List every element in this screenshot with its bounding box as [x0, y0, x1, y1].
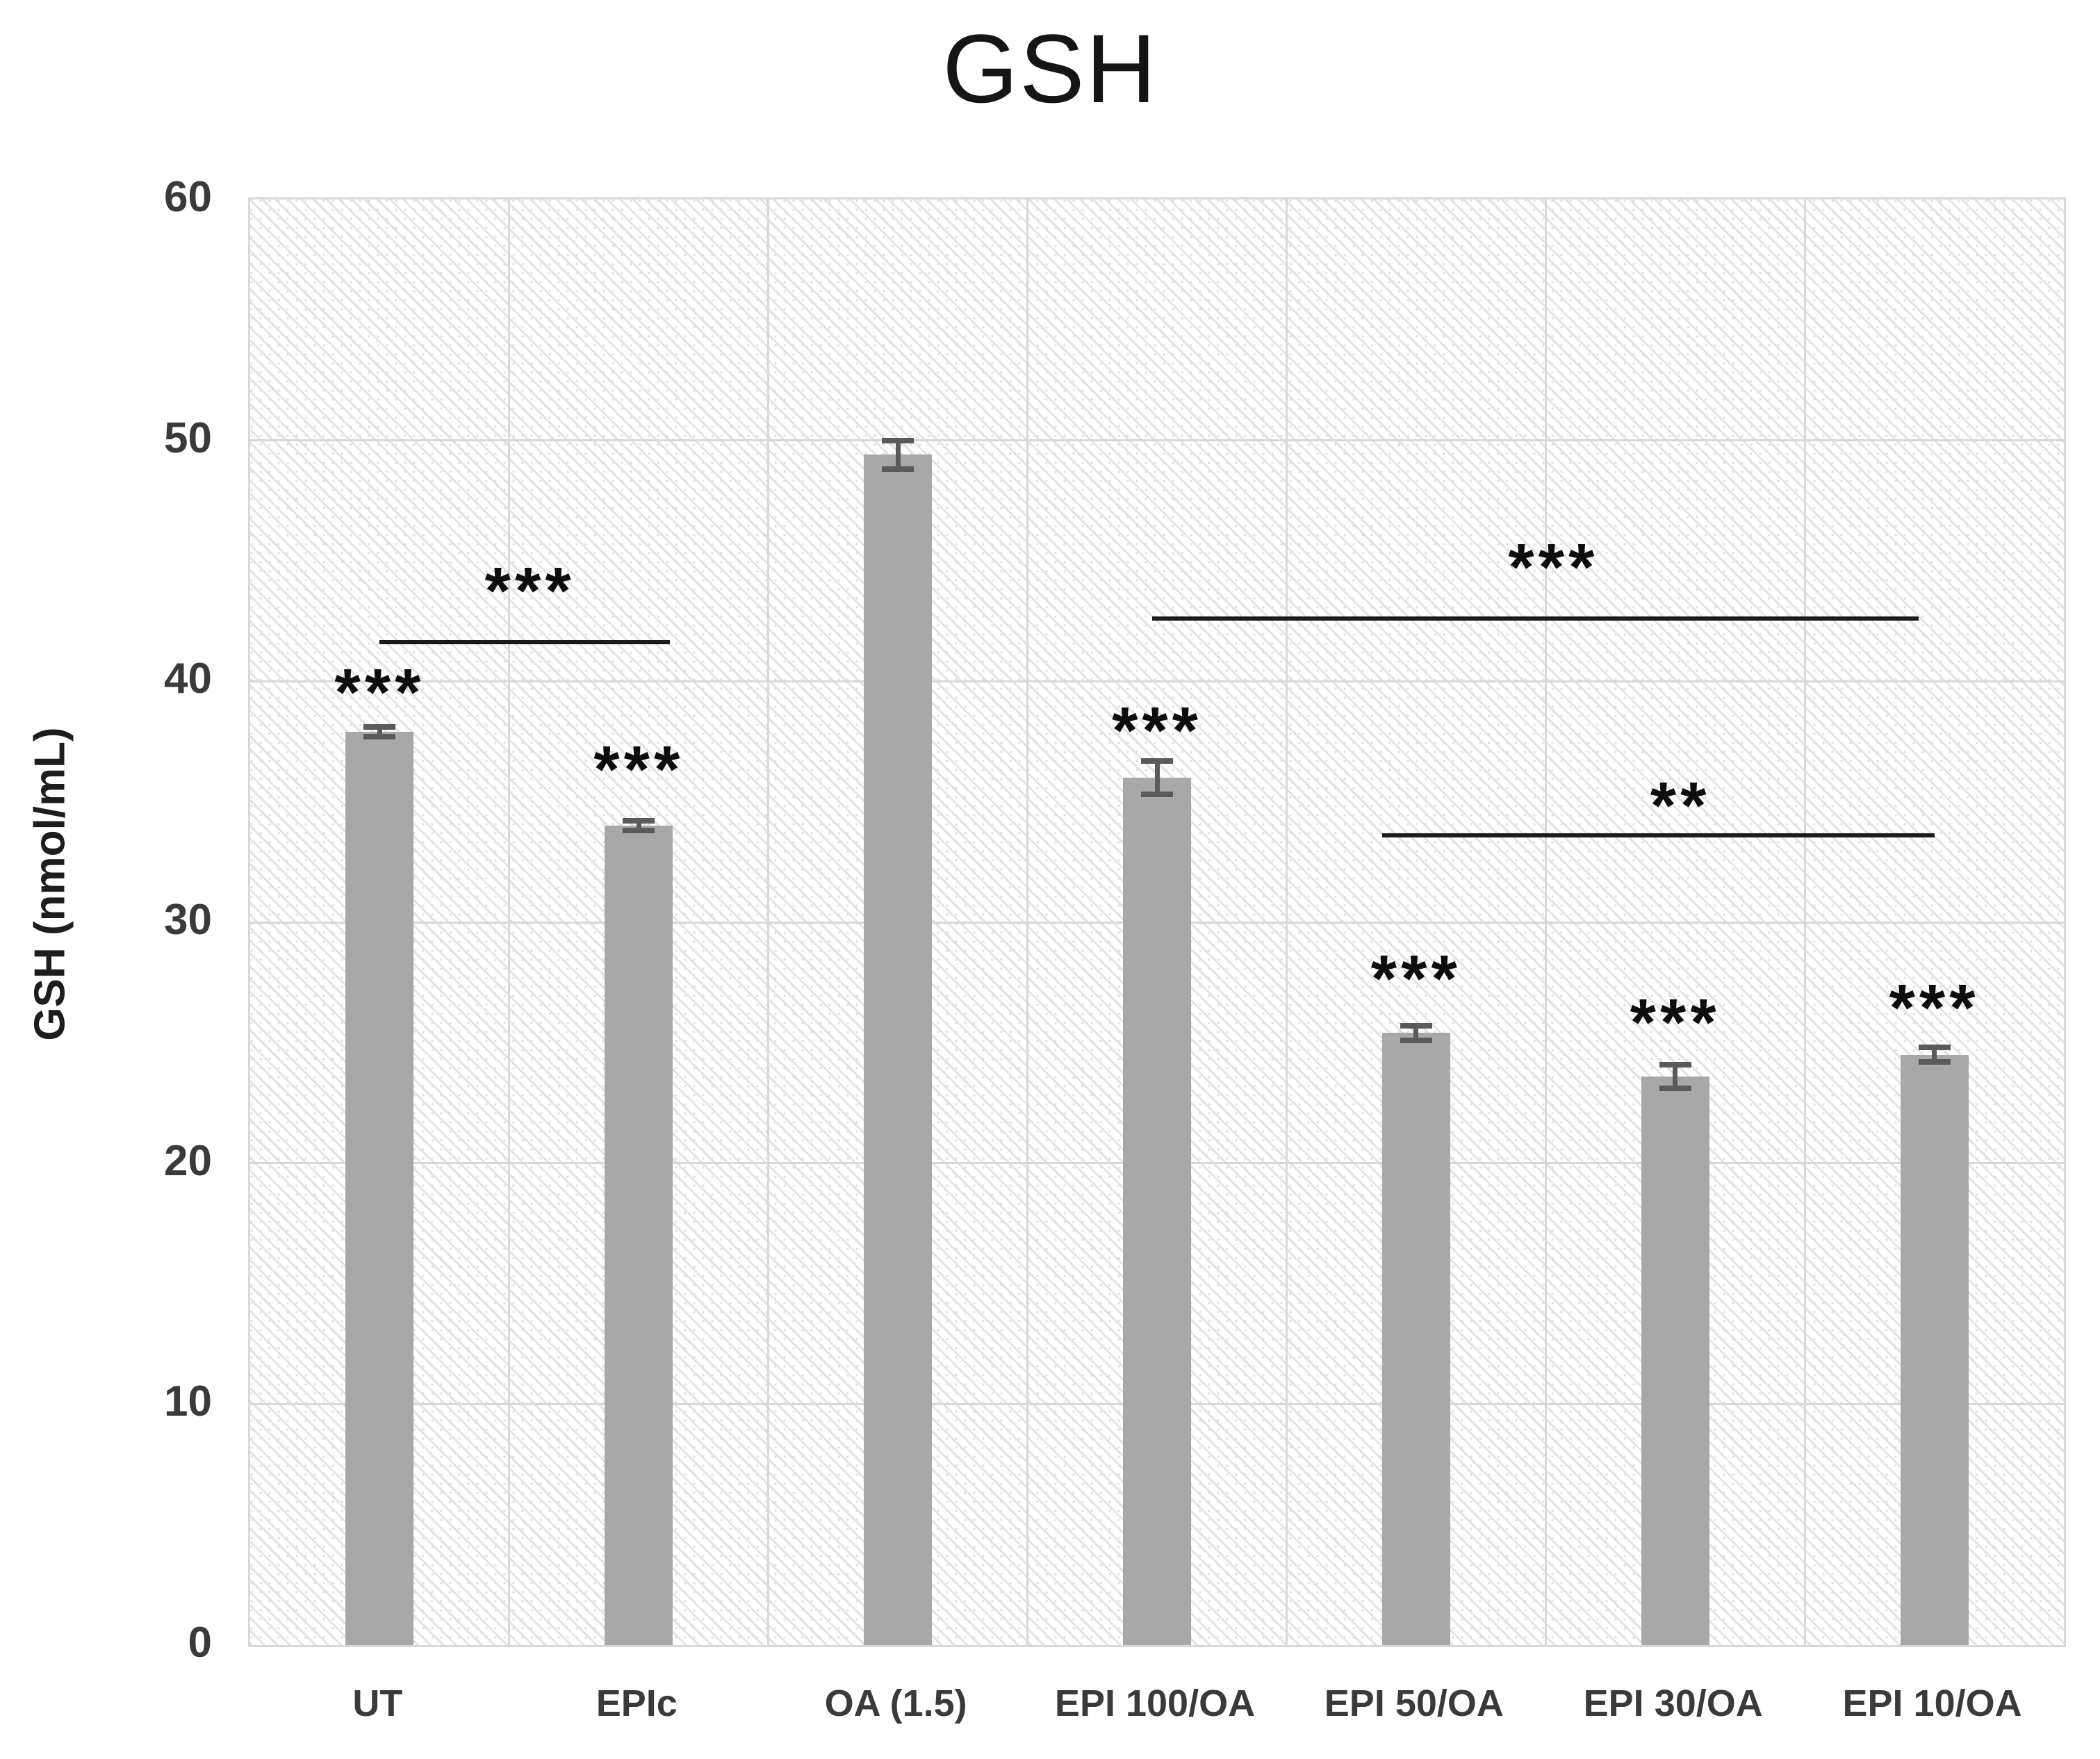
- significance-stars: ***: [593, 732, 684, 807]
- chart-title: GSH: [942, 14, 1158, 123]
- comparison-significance-stars: ***: [1508, 530, 1599, 605]
- error-bar-cap-bottom: [1141, 792, 1173, 798]
- error-bar-cap-bottom: [1400, 1037, 1432, 1043]
- bar-epi-50-oa: [1381, 1033, 1450, 1645]
- y-axis-tick-label: 40: [164, 655, 212, 703]
- y-axis-tick-label: 50: [164, 414, 212, 462]
- gridline-horizontal: [250, 680, 2064, 682]
- error-bar-line: [1673, 1064, 1678, 1089]
- significance-stars: ***: [1370, 942, 1461, 1017]
- comparison-significance-stars: **: [1650, 768, 1711, 843]
- bar-oa-1-5-: [864, 455, 933, 1645]
- y-axis-title: GSH (nmol/mL): [26, 727, 74, 1041]
- y-axis-tick-label: 0: [188, 1619, 212, 1667]
- error-bar-cap-bottom: [1659, 1086, 1691, 1092]
- gridline-vertical: [1803, 199, 1806, 1645]
- significance-stars: ***: [1111, 694, 1203, 769]
- x-axis-label: EPI 50/OA: [1324, 1683, 1504, 1724]
- error-bar-cap-top: [1400, 1023, 1432, 1029]
- significance-stars: ***: [334, 655, 425, 730]
- error-bar-cap-top: [623, 818, 655, 824]
- bar-ut: [345, 732, 414, 1645]
- bar-epi-30-oa: [1641, 1076, 1709, 1645]
- comparison-line: [1151, 616, 1919, 621]
- gridline-vertical: [1285, 199, 1288, 1645]
- x-axis-label: EPIc: [596, 1683, 678, 1724]
- x-axis-label: UT: [352, 1683, 403, 1724]
- gridline-vertical: [1544, 199, 1547, 1645]
- error-bar-cap-top: [882, 437, 914, 443]
- x-axis-label: EPI 100/OA: [1054, 1683, 1256, 1724]
- error-bar-cap-bottom: [1918, 1059, 1951, 1065]
- y-axis-tick-label: 60: [164, 173, 212, 221]
- error-bar-line: [1932, 1047, 1937, 1063]
- error-bar-line: [895, 440, 901, 470]
- x-axis-label: EPI 10/OA: [1842, 1683, 2022, 1724]
- x-axis-label: EPI 30/OA: [1583, 1683, 1763, 1724]
- error-bar-line: [377, 727, 382, 737]
- gridline-vertical: [508, 199, 511, 1645]
- significance-stars: ***: [1630, 985, 1721, 1060]
- bar-epic: [605, 826, 673, 1645]
- comparison-significance-stars: ***: [484, 554, 575, 629]
- y-axis-tick-label: 30: [164, 896, 212, 944]
- error-bar-cap-bottom: [882, 466, 914, 473]
- error-bar-cap-bottom: [363, 734, 396, 740]
- gridline-horizontal: [250, 439, 2064, 442]
- significance-stars: ***: [1889, 971, 1980, 1045]
- x-axis-label: OA (1.5): [824, 1683, 967, 1724]
- error-bar-cap-top: [1659, 1061, 1691, 1067]
- y-axis-tick-label: 20: [164, 1136, 212, 1185]
- y-axis-tick-label: 10: [164, 1377, 212, 1426]
- bar-epi-10-oa: [1900, 1054, 1969, 1645]
- plot-area: *** *** *** *** *** *** *** *** **: [248, 197, 2066, 1647]
- bar-epi-100-oa: [1123, 778, 1191, 1645]
- error-bar-line: [636, 821, 641, 831]
- error-bar-cap-bottom: [623, 828, 655, 834]
- error-bar-cap-top: [1918, 1045, 1951, 1051]
- error-bar-cap-top: [363, 724, 396, 730]
- error-bar-line: [1413, 1026, 1419, 1040]
- error-bar-line: [1154, 760, 1160, 795]
- error-bar-cap-top: [1141, 758, 1173, 764]
- comparison-line: [379, 640, 671, 645]
- comparison-line: [1382, 833, 1935, 837]
- gridline-vertical: [1026, 199, 1029, 1645]
- gridline-vertical: [767, 199, 770, 1645]
